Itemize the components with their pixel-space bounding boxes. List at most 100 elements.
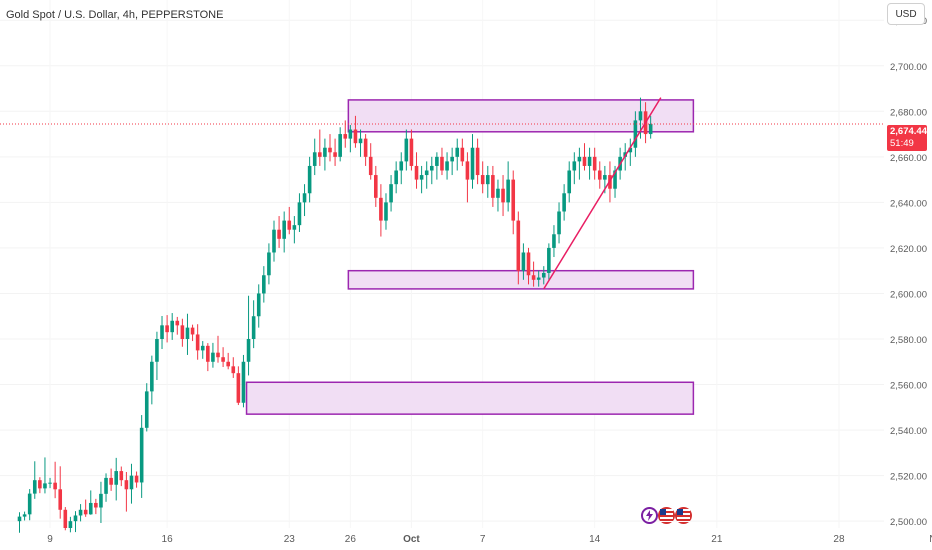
candle-body [165, 325, 169, 333]
candle-body [358, 138, 363, 144]
candle-body [394, 170, 398, 185]
time-axis[interactable]: 9 16 23 26 Oct 7 14 21 28 No [47, 534, 932, 545]
candle-body [526, 252, 531, 276]
drawing-trendline[interactable] [543, 97, 662, 290]
drawing-rectangles[interactable] [245, 99, 695, 415]
candle-body [374, 175, 378, 198]
price-tick-label: 2,660.00 [890, 153, 927, 164]
candle-body [287, 220, 292, 230]
candle-body [109, 477, 113, 485]
candle-body [424, 170, 429, 176]
price-tick-label: 2,620.00 [890, 244, 927, 255]
time-tick-label: 21 [711, 534, 723, 545]
candle-body [511, 179, 516, 221]
candle-body [124, 480, 129, 490]
zone-rectangle[interactable] [245, 381, 695, 415]
zone-rectangle[interactable] [347, 269, 695, 290]
candle-body [221, 357, 225, 362]
currency-button[interactable]: USD [887, 3, 925, 25]
candle-body [78, 509, 83, 516]
candle-body [389, 184, 393, 203]
candle-body [58, 489, 63, 510]
lightning-flag-icon[interactable] [641, 507, 658, 524]
candle-body [343, 134, 348, 139]
candle-body [460, 147, 465, 162]
candle-body [38, 480, 42, 489]
last-price-value: 2,674.44 [890, 126, 927, 137]
candle-body [17, 516, 22, 522]
candle-body [496, 188, 500, 198]
candle-body [541, 272, 546, 278]
candle-body [292, 225, 297, 230]
candle-body [114, 471, 119, 485]
candle-body [475, 147, 480, 176]
time-tick-label: 28 [833, 534, 845, 545]
candle-body [22, 514, 27, 517]
candle-body [404, 138, 409, 162]
candle-body [628, 147, 633, 153]
time-tick-label: 9 [47, 534, 53, 545]
candle-body [251, 316, 256, 340]
candle-body [445, 161, 449, 171]
price-axis[interactable]: 2,500.00 2,520.00 2,540.00 2,560.00 2,580.00… [890, 16, 927, 528]
candle-body [236, 373, 241, 403]
candle-body [246, 339, 251, 362]
candle-body [318, 152, 322, 157]
candle-body [379, 197, 383, 221]
candle-body [104, 477, 108, 494]
price-tick-label: 2,680.00 [890, 107, 927, 118]
candle-body [231, 366, 236, 374]
candle-body [256, 293, 261, 317]
candle-body [139, 427, 144, 483]
candle-body [150, 361, 154, 392]
candle-body [241, 361, 246, 403]
candle-body [170, 320, 174, 333]
us-flag-icon[interactable] [675, 507, 692, 524]
candle-body [180, 325, 185, 340]
price-tick-label: 2,500.00 [890, 517, 927, 528]
candle-body [368, 156, 373, 176]
us-flag-icon[interactable] [658, 507, 675, 524]
candle-body [160, 325, 164, 340]
time-tick-label: Oct [403, 534, 420, 545]
candle-body [353, 129, 358, 144]
candle-body [348, 129, 353, 139]
candle-body [450, 156, 454, 162]
candle-body [134, 475, 139, 483]
candle-body [333, 152, 337, 157]
candle-body [501, 188, 505, 203]
candle-body [338, 134, 342, 157]
candle-body [262, 275, 266, 294]
candle-body [88, 502, 93, 515]
candle-body [480, 175, 485, 185]
candle-body [531, 275, 536, 280]
candle-body [282, 220, 286, 239]
candle-body [328, 147, 332, 153]
candle-body [648, 123, 653, 135]
candle-body [43, 483, 47, 489]
candle-body [577, 156, 582, 162]
candle-body [211, 352, 215, 362]
bar-countdown: 51:49 [890, 138, 914, 149]
candle-body [185, 327, 190, 340]
candle-body [277, 229, 281, 239]
candle-body [633, 120, 638, 148]
price-tick-label: 2,520.00 [890, 472, 927, 483]
candle-body [83, 509, 88, 515]
candle-body [272, 229, 276, 253]
candle-body [582, 156, 587, 166]
candle-body [547, 247, 551, 273]
candle-body [440, 156, 444, 171]
time-tick-label: 16 [162, 534, 174, 545]
candle-body [638, 111, 643, 121]
candle-body [419, 175, 424, 180]
candle-body [592, 156, 597, 171]
time-tick-label: 14 [589, 534, 601, 545]
candle-body [414, 165, 419, 180]
candle-body [190, 327, 195, 335]
trendline-segment[interactable] [543, 97, 662, 290]
candle-body [572, 161, 577, 171]
candle-body [195, 334, 200, 351]
chart-grid [0, 19, 884, 522]
